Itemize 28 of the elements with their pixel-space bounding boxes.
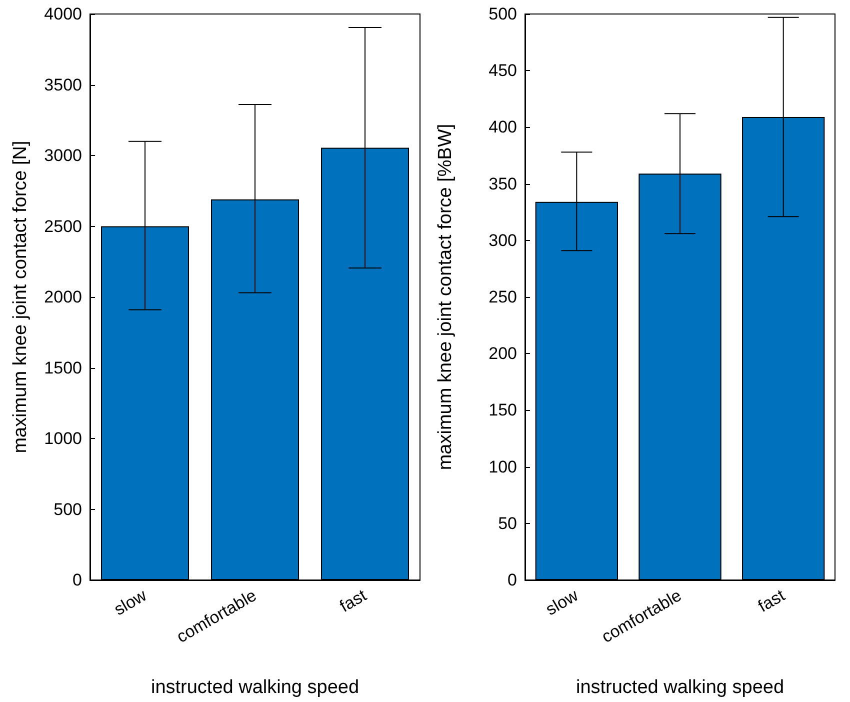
x-tick-label: slow: [542, 585, 582, 620]
y-tick-label: 100: [488, 457, 517, 476]
x-axis-title: instructed walking speed: [150, 677, 360, 698]
y-tick-label: 3500: [44, 75, 82, 94]
y-tick-label: 50: [498, 514, 517, 533]
x-tick-label: fast: [336, 586, 370, 616]
y-tick-label: 0: [508, 570, 517, 590]
x-axis-title: instructed walking speed: [576, 677, 784, 698]
x-tick-label: fast: [754, 586, 788, 616]
y-tick-label: 500: [54, 500, 82, 519]
y-tick-label: 1000: [44, 429, 82, 448]
x-tick-label: slow: [110, 585, 150, 620]
y-tick-label: 250: [488, 288, 517, 306]
y-tick-label: 0: [72, 570, 82, 590]
y-tick-label: 450: [488, 61, 517, 80]
y-tick-label: 400: [488, 118, 517, 137]
y-axis-title: maximum knee joint contact force [N]: [10, 140, 31, 454]
y-tick-label: 150: [488, 400, 517, 420]
y-axis-title: maximum knee joint contact force [%BW]: [435, 124, 456, 470]
y-tick-label: 1500: [44, 358, 82, 378]
y-tick-label: 300: [488, 230, 517, 250]
y-tick-label: 2500: [44, 216, 82, 236]
y-tick-label: 3000: [44, 146, 82, 165]
y-tick-label: 4000: [44, 4, 82, 24]
y-tick-label: 350: [488, 174, 517, 194]
y-tick-label: 2000: [44, 288, 82, 306]
y-tick-label: 500: [488, 4, 517, 24]
y-tick-label: 200: [488, 344, 517, 364]
